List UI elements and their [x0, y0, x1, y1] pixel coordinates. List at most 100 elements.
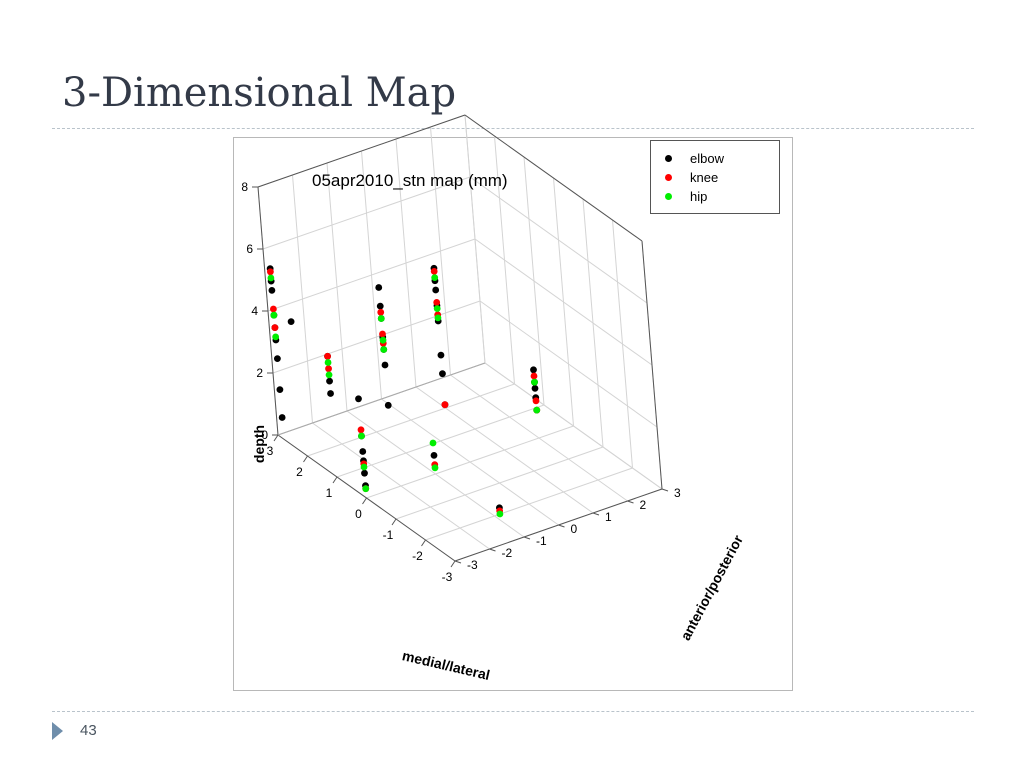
legend-label-knee: knee	[690, 169, 719, 185]
x-tick-label: -1	[383, 528, 394, 542]
data-point-elbow	[430, 452, 438, 459]
side-wall-gridline	[469, 176, 648, 304]
slide-title: 3-Dimensional Map	[62, 70, 457, 116]
y-tick	[523, 536, 531, 540]
side-wall-gridline	[474, 238, 653, 366]
y-tick	[454, 560, 462, 564]
data-point-elbow	[376, 302, 384, 310]
data-point-elbow	[326, 377, 333, 385]
axis-edge	[464, 114, 643, 242]
data-point-hip	[377, 315, 385, 322]
data-point-elbow	[355, 395, 362, 403]
y-tick-label: -3	[467, 558, 478, 572]
y-tick	[627, 500, 634, 504]
page-number: 43	[80, 722, 97, 739]
legend-label-elbow: elbow	[690, 150, 724, 166]
data-point-hip	[379, 336, 387, 344]
z-tick-label: 6	[246, 242, 253, 256]
y-tick-label: -2	[502, 546, 513, 560]
y-axis-label: anterior/posterior	[677, 532, 746, 643]
x-tick	[332, 476, 338, 484]
data-point-elbow	[437, 351, 445, 359]
data-point-hip	[429, 439, 437, 447]
back-wall-gridline	[262, 176, 471, 250]
data-point-hip	[270, 311, 278, 319]
data-point-knee	[267, 268, 274, 276]
axis-edge	[641, 240, 663, 490]
y-tick-label: 3	[674, 486, 681, 500]
data-point-hip	[431, 464, 439, 472]
chart-title: 05apr2010_stn map (mm)	[312, 171, 508, 190]
data-point-knee	[430, 268, 438, 275]
data-point-hip	[433, 305, 441, 312]
data-point-knee	[377, 308, 385, 316]
x-axis-label: medial/lateral	[401, 647, 492, 683]
y-tick	[489, 548, 496, 552]
data-point-elbow	[432, 286, 440, 294]
data-point-knee	[441, 401, 449, 409]
data-point-hip	[362, 485, 370, 493]
x-tick-label: 3	[267, 444, 274, 458]
data-point-elbow	[276, 386, 284, 393]
x-tick-label: 1	[326, 486, 333, 500]
data-point-hip	[496, 510, 504, 518]
floor-gridline	[450, 374, 628, 502]
data-point-knee	[379, 330, 386, 338]
data-point-elbow	[268, 287, 276, 294]
data-point-knee	[271, 324, 279, 331]
data-point-hip	[380, 346, 388, 353]
data-point-elbow	[287, 318, 295, 325]
data-point-hip	[324, 359, 332, 366]
floor-gridline	[484, 362, 663, 490]
y-tick	[558, 524, 565, 528]
legend-item-elbow: elbow	[665, 149, 724, 167]
data-point-knee	[433, 299, 441, 306]
x-tick	[303, 455, 308, 463]
data-point-elbow	[381, 361, 389, 369]
x-tick-label: -2	[412, 549, 423, 563]
floor-gridline	[346, 410, 525, 538]
legend-marker-elbow	[665, 154, 672, 162]
footer-divider	[52, 711, 974, 712]
z-tick-label: 0	[261, 428, 268, 442]
data-point-elbow	[361, 469, 368, 477]
data-point-elbow	[278, 414, 286, 421]
data-point-hip	[267, 274, 275, 282]
data-point-knee	[357, 426, 365, 434]
data-point-elbow	[531, 385, 539, 392]
y-tick	[661, 488, 669, 492]
back-wall-gridline	[272, 300, 481, 374]
data-point-knee	[325, 365, 332, 373]
data-point-elbow	[327, 390, 334, 397]
data-point-elbow	[384, 401, 392, 409]
data-point-elbow	[530, 366, 537, 374]
floor-gridline	[312, 422, 490, 550]
x-tick	[273, 434, 279, 442]
y-tick-label: 0	[571, 522, 578, 536]
y-tick-label: 2	[640, 498, 647, 512]
x-tick-label: -3	[442, 570, 453, 584]
data-point-elbow	[359, 448, 367, 455]
x-tick	[362, 497, 367, 505]
legend-marker-hip	[665, 192, 672, 200]
y-tick-label: -1	[536, 534, 547, 548]
legend-item-knee: knee	[665, 168, 718, 186]
x-tick	[450, 560, 456, 568]
z-tick-label: 4	[251, 304, 258, 318]
data-point-hip	[531, 378, 538, 386]
z-tick-label: 8	[241, 180, 248, 194]
next-slide-arrow-icon[interactable]	[52, 722, 63, 740]
legend-marker-knee	[665, 173, 672, 181]
data-point-hip	[325, 371, 333, 379]
data-point-knee	[532, 397, 540, 405]
x-tick	[391, 518, 397, 526]
data-point-knee	[270, 305, 277, 313]
data-point-hip	[358, 432, 365, 440]
back-wall-gridline	[267, 238, 476, 312]
x-tick-label: 2	[296, 465, 303, 479]
data-point-hip	[434, 314, 442, 322]
side-wall-gridline	[479, 300, 658, 428]
data-point-knee	[530, 372, 538, 380]
chart-frame	[233, 137, 793, 691]
axis-edge	[257, 114, 466, 188]
